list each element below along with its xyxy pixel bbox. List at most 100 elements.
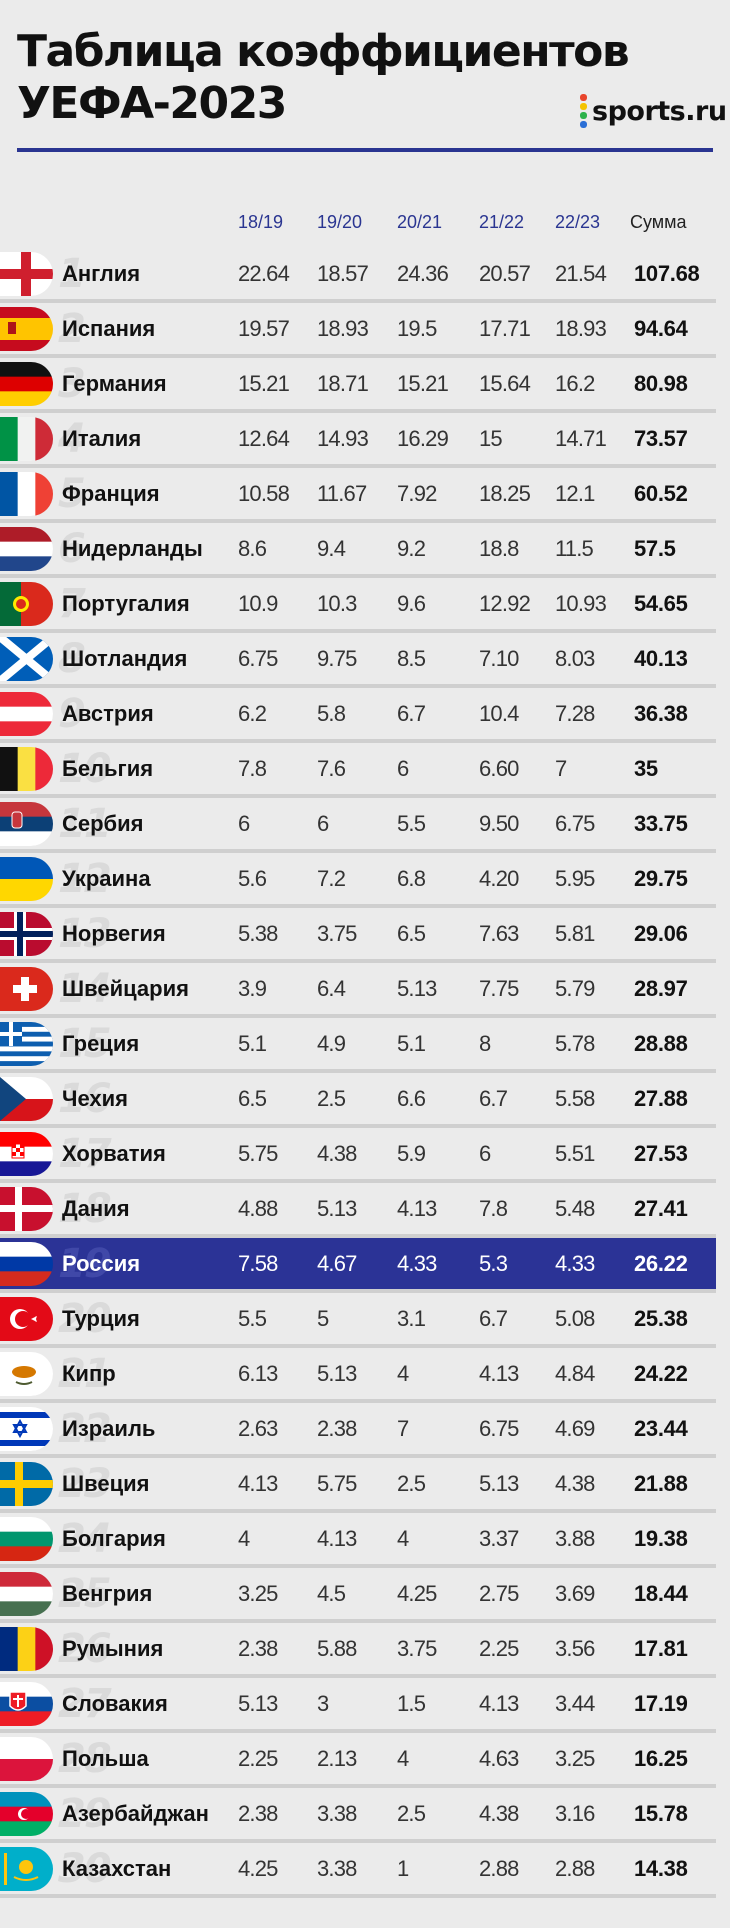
column-headers: 18/19 19/20 20/21 21/22 22/23 Сумма [0, 212, 730, 240]
table-row: 14 Швейцария 3.9 6.4 5.13 7.75 5.79 28.97 [0, 963, 730, 1018]
season-coefficient: 3 [317, 1691, 329, 1716]
scotland-flag-icon [0, 637, 53, 681]
country-name: Швеция [62, 1471, 150, 1496]
season-coefficient: 4.88 [238, 1196, 278, 1221]
season-coefficient: 18.25 [479, 481, 531, 506]
title-line-1: Таблица коэффициентов [17, 26, 630, 77]
country-name: Дания [62, 1196, 130, 1221]
column-header-sum: Сумма [630, 212, 687, 232]
total-coefficient: 19.38 [634, 1526, 688, 1551]
row-divider [0, 1674, 716, 1678]
row-divider [0, 1509, 716, 1513]
season-coefficient: 4 [397, 1361, 409, 1386]
rank-number: 27 [58, 1681, 112, 1727]
row-background [0, 1403, 716, 1454]
country-name: Словакия [62, 1691, 168, 1716]
austria-flag-icon [0, 692, 53, 736]
country-name: Швейцария [62, 976, 189, 1001]
country-name: Бельгия [62, 756, 154, 781]
season-coefficient: 6.4 [317, 976, 346, 1001]
rank-number: 1 [58, 251, 86, 297]
season-coefficient: 4.13 [317, 1526, 357, 1551]
country-name: Норвегия [62, 921, 166, 946]
season-coefficient: 5.5 [397, 811, 426, 836]
season-coefficient: 5.13 [397, 976, 437, 1001]
switzerland-flag-icon [0, 967, 53, 1011]
row-divider [0, 684, 716, 688]
header-divider [17, 148, 713, 152]
season-coefficient: 5.5 [238, 1306, 267, 1331]
rank-number: 4 [58, 416, 86, 462]
rank-number: 12 [58, 856, 112, 902]
season-coefficient: 6.75 [555, 811, 595, 836]
season-coefficient: 2.5 [397, 1471, 426, 1496]
rank-number: 7 [58, 581, 86, 627]
table-row: 25 Венгрия 3.25 4.5 4.25 2.75 3.69 18.44 [0, 1568, 730, 1623]
total-coefficient: 54.65 [634, 591, 688, 616]
table-row: 22 Израиль 2.63 2.38 7 6.75 4.69 23.44 [0, 1403, 730, 1458]
bulgaria-flag-icon [0, 1517, 53, 1561]
season-coefficient: 3.9 [238, 976, 267, 1001]
season-coefficient: 16.29 [397, 426, 449, 451]
country-name: Испания [62, 316, 156, 341]
row-divider [0, 1014, 716, 1018]
rank-number: 23 [58, 1461, 112, 1507]
season-coefficient: 7.92 [397, 481, 437, 506]
season-coefficient: 4.20 [479, 866, 519, 891]
header: Таблица коэффициентов УЕФА-2023 sports.r… [0, 0, 730, 160]
country-name: Австрия [62, 701, 154, 726]
total-coefficient: 16.25 [634, 1746, 688, 1771]
season-coefficient: 6 [238, 811, 250, 836]
season-coefficient: 4.38 [479, 1801, 519, 1826]
table-row: 16 Чехия 6.5 2.5 6.6 6.7 5.58 27.88 [0, 1073, 730, 1128]
season-coefficient: 3.1 [397, 1306, 426, 1331]
sports-ru-logo[interactable]: sports.ru [580, 94, 727, 128]
season-coefficient: 6.8 [397, 866, 426, 891]
season-coefficient: 5.95 [555, 866, 595, 891]
season-coefficient: 3.25 [555, 1746, 595, 1771]
season-coefficient: 2.25 [479, 1636, 519, 1661]
rank-number: 15 [58, 1021, 112, 1067]
season-coefficient: 3.69 [555, 1581, 595, 1606]
rank-number: 11 [58, 801, 112, 847]
season-coefficient: 2.38 [238, 1801, 278, 1826]
logo-text: sports.ru [592, 95, 727, 127]
season-coefficient: 7.8 [479, 1196, 508, 1221]
germany-flag-icon [0, 362, 53, 406]
season-coefficient: 4.13 [397, 1196, 437, 1221]
total-coefficient: 35 [634, 756, 658, 781]
season-coefficient: 5.9 [397, 1141, 426, 1166]
total-coefficient: 33.75 [634, 811, 688, 836]
season-coefficient: 14.93 [317, 426, 369, 451]
season-coefficient: 10.4 [479, 701, 519, 726]
season-coefficient: 6.60 [479, 756, 519, 781]
table-row: 19 Россия 7.58 4.67 4.33 5.3 4.33 26.22 [0, 1238, 730, 1293]
greece-flag-icon [0, 1022, 53, 1066]
season-coefficient: 3.56 [555, 1636, 595, 1661]
season-coefficient: 6 [479, 1141, 491, 1166]
season-coefficient: 3.38 [317, 1801, 357, 1826]
row-divider [0, 1564, 716, 1568]
logo-dots-icon [580, 94, 588, 128]
table-row: 30 Казахстан 4.25 3.38 1 2.88 2.88 14.38 [0, 1843, 730, 1898]
rank-number: 2 [58, 306, 86, 352]
season-coefficient: 3.75 [317, 921, 357, 946]
rank-number: 5 [58, 471, 86, 517]
season-coefficient: 15.21 [238, 371, 290, 396]
table-row: 26 Румыния 2.38 5.88 3.75 2.25 3.56 17.81 [0, 1623, 730, 1678]
rank-number: 17 [58, 1131, 112, 1177]
column-header: 21/22 [479, 212, 525, 232]
season-coefficient: 3.44 [555, 1691, 595, 1716]
season-coefficient: 5.58 [555, 1086, 595, 1111]
total-coefficient: 94.64 [634, 316, 688, 341]
total-coefficient: 28.88 [634, 1031, 688, 1056]
row-background [0, 1788, 716, 1839]
season-coefficient: 4.9 [317, 1031, 346, 1056]
netherlands-flag-icon [0, 527, 53, 571]
season-coefficient: 15.64 [479, 371, 531, 396]
season-coefficient: 4.84 [555, 1361, 595, 1386]
row-background [0, 688, 716, 739]
row-divider [0, 1894, 716, 1898]
total-coefficient: 21.88 [634, 1471, 688, 1496]
spain-flag-icon [0, 307, 53, 351]
